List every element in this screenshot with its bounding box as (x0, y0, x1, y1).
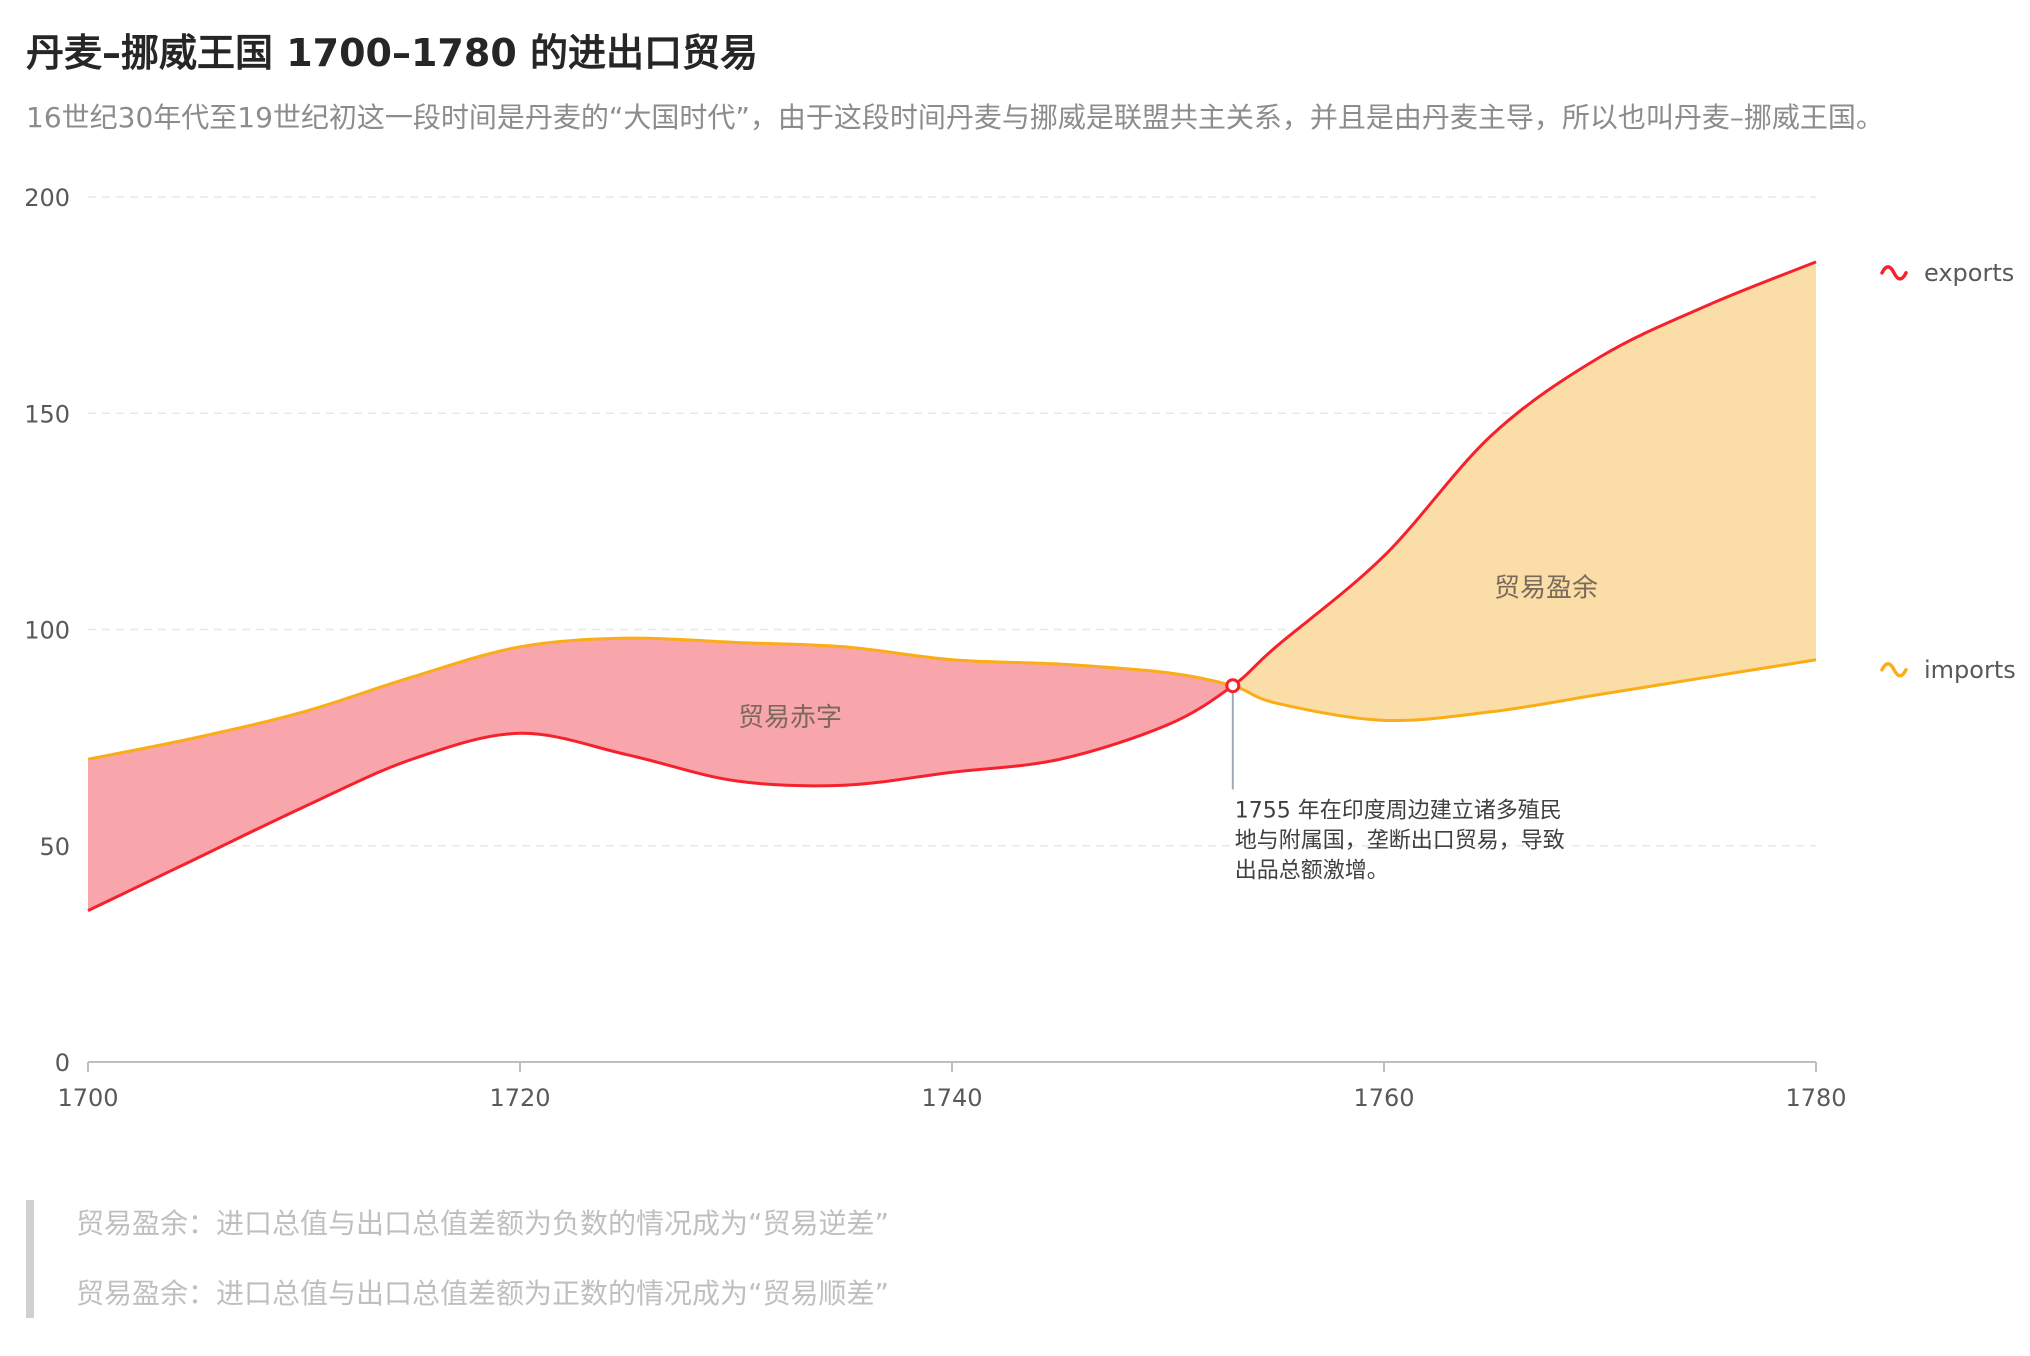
region-label-surplus: 贸易盈余 (1494, 573, 1598, 603)
legend-item-exports[interactable]: exports (1880, 259, 2014, 287)
series-line-imports (87, 636, 1817, 761)
y-tick-label: 100 (24, 617, 70, 645)
legend-item-imports[interactable]: imports (1880, 656, 2016, 684)
x-tick-label: 1760 (1353, 1084, 1414, 1112)
series-line-exports (87, 260, 1817, 912)
x-tick-label: 1780 (1785, 1084, 1846, 1112)
annotation-text-line: 地与附属国，垄断出口贸易，导致 (1235, 829, 1565, 854)
legend-label-imports: imports (1924, 656, 2016, 684)
legend-marker-imports (1880, 662, 1908, 678)
label-layer: 贸易赤字 贸易盈余 1755 年在印度周边建立诸多殖民地与附属国，垄断出口贸易，导致… (738, 573, 1598, 883)
chart-title: 丹麦–挪威王国 1700–1780 的进出口贸易 (26, 31, 758, 75)
y-tick-label: 150 (24, 400, 70, 428)
notes-block: 贸易盈余：进口总值与出口总值差额为负数的情况成为“贸易逆差” 贸易盈余：进口总值… (26, 1200, 1134, 1318)
note-trade-deficit: 贸易盈余：进口总值与出口总值差额为负数的情况成为“贸易逆差” (76, 1207, 890, 1240)
y-tick-label: 50 (39, 833, 70, 861)
chart-subtitle: 16世纪30年代至19世纪初这一段时间是丹麦的“大国时代”，由于这段时间丹麦与挪… (26, 101, 1884, 134)
chart-legend[interactable]: exports imports (1880, 259, 2016, 684)
legend-marker-exports (1880, 265, 1908, 281)
chart-canvas: 0 50 100 150 200 1700 1720 1740 1760 1780 贸易赤字 贸易盈… (24, 184, 2016, 1112)
annotation-point[interactable] (1225, 678, 1241, 694)
note-trade-surplus: 贸易盈余：进口总值与出口总值差额为正数的情况成为“贸易顺差” (76, 1277, 890, 1310)
x-tick-label: 1700 (57, 1084, 118, 1112)
area-layer (88, 261, 1816, 911)
grid-layer (88, 196, 1816, 847)
axis-layer: 0 50 100 150 200 1700 1720 1740 1760 1780 (24, 184, 1846, 1112)
y-tick-label: 200 (24, 184, 70, 212)
x-tick-label: 1720 (489, 1084, 550, 1112)
y-tick-label: 0 (55, 1049, 70, 1077)
line-layer (87, 260, 1817, 912)
surplus-area (1232, 261, 1816, 721)
region-label-deficit: 贸易赤字 (738, 703, 842, 733)
legend-label-exports: exports (1924, 259, 2014, 287)
annotation-text-line: 出品总额激增。 (1235, 859, 1389, 884)
x-tick-label: 1740 (921, 1084, 982, 1112)
annotation-text-line: 1755 年在印度周边建立诸多殖民 (1235, 799, 1562, 824)
deficit-area (88, 638, 1233, 911)
